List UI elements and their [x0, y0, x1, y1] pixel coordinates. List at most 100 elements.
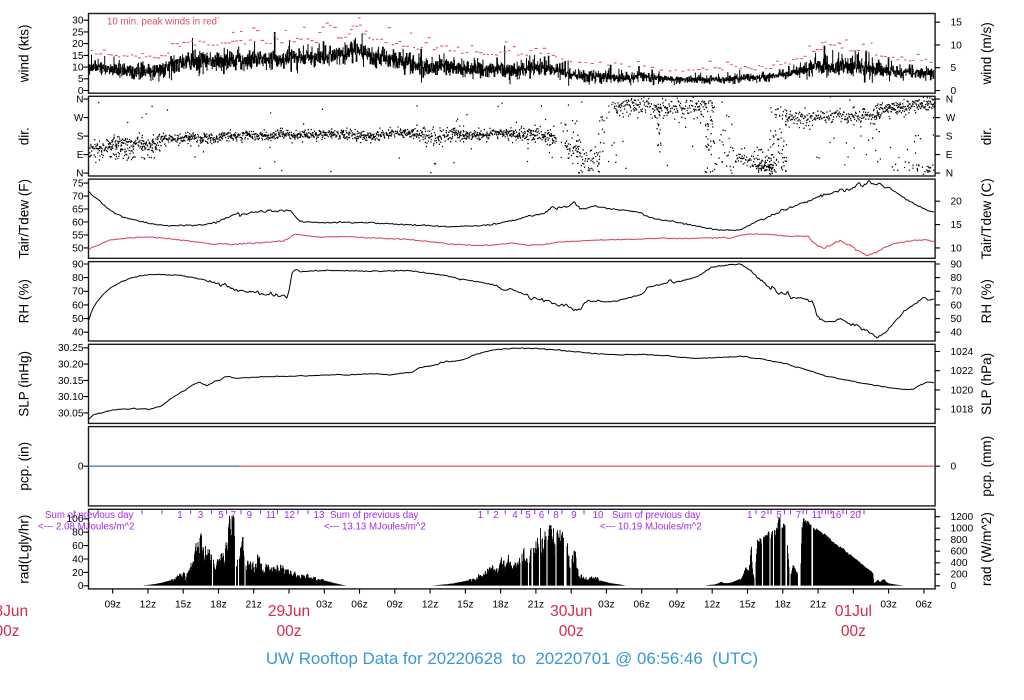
svg-text:00z: 00z — [0, 623, 20, 640]
svg-text:13: 13 — [314, 510, 325, 521]
svg-text:S: S — [946, 132, 953, 143]
svg-text:N: N — [76, 169, 83, 180]
svg-text:15: 15 — [951, 220, 963, 231]
svg-text:E: E — [77, 150, 84, 161]
svg-text:70: 70 — [951, 287, 963, 298]
svg-text:RH (%): RH (%) — [17, 279, 32, 323]
svg-text:00z: 00z — [559, 623, 584, 640]
svg-text:N: N — [946, 169, 953, 180]
svg-text:3: 3 — [198, 510, 203, 521]
svg-text:2: 2 — [761, 510, 766, 521]
svg-text:15z: 15z — [739, 600, 755, 611]
svg-text:21z: 21z — [810, 600, 826, 611]
svg-text:03z: 03z — [316, 600, 332, 611]
svg-text:<--- 13.13 MJoules/m^2: <--- 13.13 MJoules/m^2 — [324, 522, 426, 533]
svg-text:600: 600 — [951, 547, 968, 558]
svg-text:30.10: 30.10 — [58, 392, 84, 403]
svg-text:400: 400 — [951, 558, 968, 569]
svg-text:40: 40 — [72, 328, 84, 339]
svg-text:70: 70 — [72, 287, 84, 298]
svg-text:N: N — [946, 95, 953, 106]
svg-text:0: 0 — [78, 86, 84, 97]
svg-text:UW Rooftop Data for 20220628: UW Rooftop Data for 20220628 to 20220701… — [266, 649, 758, 668]
svg-text:15: 15 — [72, 51, 84, 62]
svg-text:25: 25 — [72, 27, 84, 38]
svg-text:0: 0 — [78, 581, 84, 592]
svg-text:rad (W/m^2): rad (W/m^2) — [979, 512, 994, 586]
svg-text:60: 60 — [72, 541, 84, 552]
svg-text:90: 90 — [72, 259, 84, 270]
svg-text:30.05: 30.05 — [58, 408, 84, 419]
svg-text:20: 20 — [72, 39, 84, 50]
svg-text:5: 5 — [525, 510, 530, 521]
svg-text:01Jul: 01Jul — [835, 603, 872, 620]
svg-text:100: 100 — [67, 514, 84, 525]
svg-text:20: 20 — [951, 197, 963, 208]
svg-text:80: 80 — [951, 273, 963, 284]
svg-text:1000: 1000 — [951, 524, 974, 535]
svg-text:2: 2 — [493, 510, 498, 521]
svg-text:1: 1 — [747, 510, 752, 521]
svg-text:<--- 10.19 MJoules/m^2: <--- 10.19 MJoules/m^2 — [600, 522, 702, 533]
svg-text:60: 60 — [72, 217, 84, 228]
svg-text:5: 5 — [776, 510, 781, 521]
svg-text:10: 10 — [72, 63, 84, 74]
svg-text:5: 5 — [218, 510, 223, 521]
svg-text:<--- 2.08 MJoules/m^2: <--- 2.08 MJoules/m^2 — [38, 522, 134, 533]
svg-text:Sum of previous day: Sum of previous day — [612, 510, 700, 521]
svg-text:12z: 12z — [140, 600, 156, 611]
svg-text:1022: 1022 — [951, 366, 974, 377]
svg-text:1: 1 — [177, 510, 182, 521]
svg-text:Sum of previous day: Sum of previous day — [330, 510, 418, 521]
svg-text:800: 800 — [951, 535, 968, 546]
svg-text:50: 50 — [72, 243, 84, 254]
svg-text:28Jun: 28Jun — [0, 603, 28, 620]
svg-text:60: 60 — [72, 300, 84, 311]
svg-text:pcp. (in): pcp. (in) — [17, 442, 32, 491]
svg-text:wind (m/s): wind (m/s) — [979, 22, 994, 85]
svg-text:03z: 03z — [598, 600, 614, 611]
svg-text:7: 7 — [796, 510, 801, 521]
svg-text:rad(Lgly/hr): rad(Lgly/hr) — [17, 515, 32, 584]
svg-text:Sum of previous day: Sum of previous day — [45, 510, 133, 521]
svg-text:70: 70 — [72, 192, 84, 203]
svg-text:03z: 03z — [880, 600, 896, 611]
svg-text:40: 40 — [951, 328, 963, 339]
svg-text:30Jun: 30Jun — [550, 603, 592, 620]
svg-text:6: 6 — [539, 510, 544, 521]
svg-text:80: 80 — [72, 273, 84, 284]
svg-text:21z: 21z — [245, 600, 261, 611]
svg-text:16: 16 — [831, 510, 842, 521]
svg-text:pcp. (mm): pcp. (mm) — [979, 436, 994, 497]
svg-text:9: 9 — [571, 510, 576, 521]
svg-text:06z: 06z — [633, 600, 649, 611]
svg-text:1020: 1020 — [951, 385, 974, 396]
svg-text:S: S — [77, 132, 84, 143]
svg-text:10: 10 — [593, 510, 604, 521]
svg-text:4: 4 — [512, 510, 518, 521]
svg-text:20: 20 — [72, 568, 84, 579]
svg-text:Tair/Tdew (C): Tair/Tdew (C) — [979, 178, 994, 259]
svg-text:SLP (hPa): SLP (hPa) — [979, 353, 994, 415]
svg-text:SLP (inHg): SLP (inHg) — [17, 351, 32, 417]
svg-text:11: 11 — [812, 510, 822, 521]
svg-text:10: 10 — [951, 40, 963, 51]
svg-text:20: 20 — [850, 510, 861, 521]
svg-text:50: 50 — [951, 314, 963, 325]
svg-text:30.15: 30.15 — [58, 376, 84, 387]
svg-text:dir.: dir. — [979, 127, 994, 145]
svg-text:90: 90 — [951, 259, 963, 270]
svg-text:80: 80 — [72, 528, 84, 539]
svg-text:18z: 18z — [775, 600, 791, 611]
svg-text:12z: 12z — [422, 600, 438, 611]
svg-text:1024: 1024 — [951, 347, 974, 358]
svg-text:30: 30 — [72, 16, 84, 27]
svg-text:wind (kts): wind (kts) — [17, 25, 32, 84]
svg-text:50: 50 — [72, 314, 84, 325]
svg-text:18z: 18z — [210, 600, 226, 611]
svg-text:30.20: 30.20 — [58, 360, 84, 371]
svg-text:30.25: 30.25 — [58, 343, 84, 354]
svg-text:00z: 00z — [277, 623, 302, 640]
svg-text:06z: 06z — [351, 600, 367, 611]
svg-text:1018: 1018 — [951, 405, 974, 416]
